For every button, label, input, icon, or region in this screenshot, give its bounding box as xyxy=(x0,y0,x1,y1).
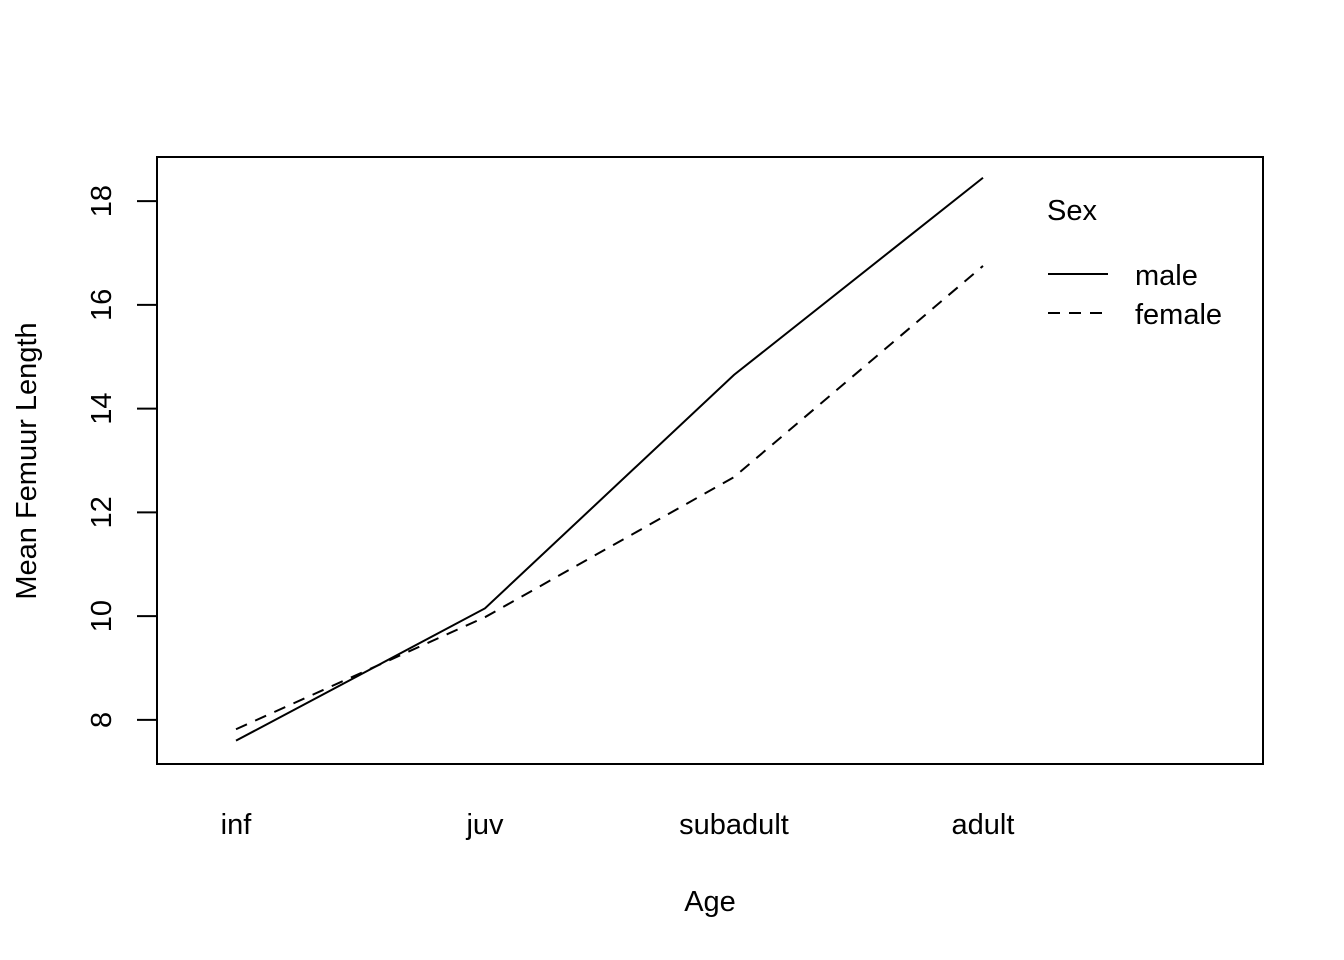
legend-label-female: female xyxy=(1135,299,1222,331)
x-tick-label-inf: inf xyxy=(221,809,253,841)
y-tick-label-10: 10 xyxy=(86,600,118,632)
plot-frame xyxy=(156,156,1264,765)
y-axis: 8 10 12 14 16 18 xyxy=(86,185,157,728)
series-line-female xyxy=(235,265,984,731)
x-tick-label-adult: adult xyxy=(952,809,1015,841)
x-axis: inf juv subadult adult xyxy=(221,809,1015,841)
legend: Sex male female xyxy=(1047,195,1222,331)
x-axis-title: Age xyxy=(684,886,736,918)
y-tick-label-12: 12 xyxy=(86,496,118,528)
x-tick-label-subadult: subadult xyxy=(679,809,789,841)
x-tick-label-juv: juv xyxy=(465,809,504,841)
legend-title: Sex xyxy=(1047,195,1097,227)
series-layer xyxy=(235,176,984,742)
legend-label-male: male xyxy=(1135,260,1198,292)
y-axis-title: Mean Femuur Length xyxy=(11,322,43,599)
y-tick-label-18: 18 xyxy=(86,185,118,217)
y-tick-label-8: 8 xyxy=(86,712,118,728)
y-tick-label-16: 16 xyxy=(86,289,118,321)
y-tick-label-14: 14 xyxy=(86,392,118,424)
series-line-male xyxy=(235,176,984,742)
